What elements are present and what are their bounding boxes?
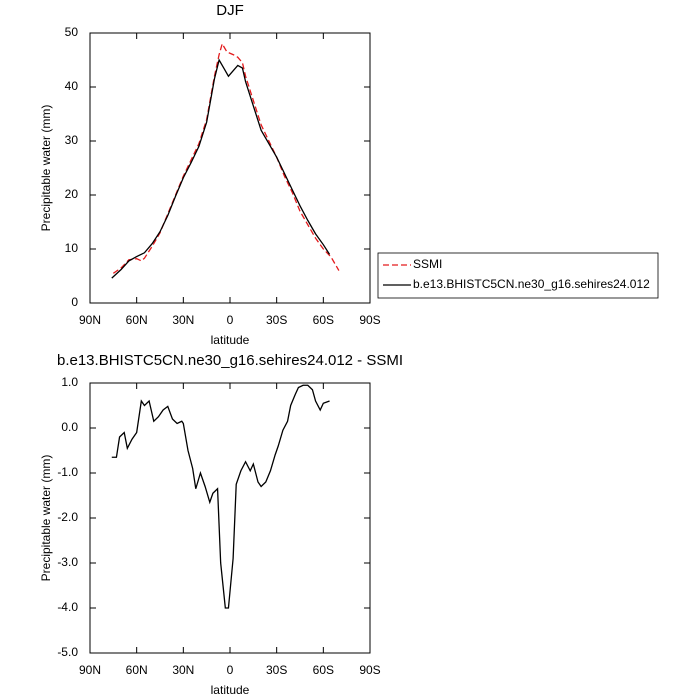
y-tick-label: -4.0 [57, 600, 78, 614]
y-tick-label: 20 [65, 187, 79, 201]
x-tick-label: 30S [266, 663, 287, 677]
plot-frame [89, 382, 371, 654]
x-tick-label: 90N [79, 663, 101, 677]
x-tick-label: 0 [227, 313, 234, 327]
y-tick-label: -2.0 [57, 510, 78, 524]
x-tick-label: 90S [359, 663, 380, 677]
chart-title: DJF [216, 2, 244, 19]
y-axis-label: Precipitable water (mm) [39, 455, 53, 582]
x-tick-label: 60N [126, 313, 148, 327]
x-tick-label: 90N [79, 313, 101, 327]
y-tick-label: 30 [65, 133, 79, 147]
legend-box [377, 252, 659, 299]
x-axis-label: latitude [211, 333, 250, 347]
x-tick-label: 60S [313, 663, 334, 677]
y-tick-label: 10 [65, 241, 79, 255]
y-tick-label: 1.0 [61, 375, 78, 389]
data-line [112, 42, 340, 274]
legend-label: SSMI [413, 257, 442, 271]
legend-label: b.e13.BHISTC5CN.ne30_g16.sehires24.012 [413, 277, 650, 291]
y-tick-label: 0.0 [61, 420, 78, 434]
y-tick-label: -3.0 [57, 555, 78, 569]
x-tick-label: 30N [172, 663, 194, 677]
x-tick-label: 30S [266, 313, 287, 327]
y-tick-label: -1.0 [57, 465, 78, 479]
data-line [111, 384, 330, 609]
chart-title: b.e13.BHISTC5CN.ne30_g16.sehires24.012 -… [57, 352, 403, 369]
x-tick-label: 60N [126, 663, 148, 677]
y-tick-label: 0 [71, 295, 78, 309]
y-tick-label: 40 [65, 79, 79, 93]
y-tick-label: 50 [65, 25, 79, 39]
x-tick-label: 90S [359, 313, 380, 327]
x-tick-label: 0 [227, 663, 234, 677]
y-tick-label: -5.0 [57, 645, 78, 659]
x-axis-label: latitude [211, 683, 250, 697]
x-tick-label: 60S [313, 313, 334, 327]
y-axis-label: Precipitable water (mm) [39, 105, 53, 232]
data-line [111, 58, 331, 279]
x-tick-label: 30N [172, 313, 194, 327]
